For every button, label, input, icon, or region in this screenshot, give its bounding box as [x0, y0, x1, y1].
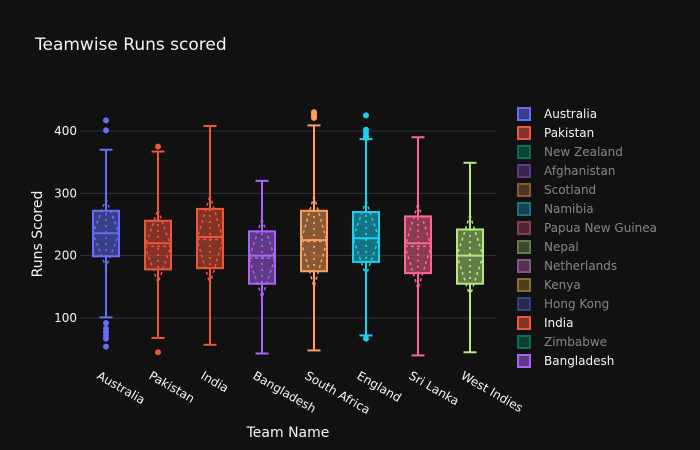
legend-item-nepal[interactable]: Nepal — [517, 240, 579, 254]
y-tick-label: 200 — [54, 249, 77, 263]
legend-item-pakistan[interactable]: Pakistan — [517, 126, 594, 140]
legend-item-hong-kong[interactable]: Hong Kong — [517, 297, 609, 311]
x-tick-label: West Indies — [459, 368, 526, 415]
legend-label: Hong Kong — [544, 297, 609, 311]
sd-diamond — [300, 193, 328, 290]
legend-item-zimbabwe[interactable]: Zimbabwe — [517, 335, 607, 349]
legend-label: Pakistan — [544, 126, 594, 140]
y-tick-label: 400 — [54, 124, 77, 138]
outlier-point[interactable] — [363, 335, 369, 342]
legend-label: Papua New Guinea — [544, 221, 657, 235]
outlier-point[interactable] — [103, 319, 109, 326]
legend-swatch — [517, 164, 531, 178]
legend-item-scotland[interactable]: Scotland — [517, 183, 596, 197]
outlier-point[interactable] — [363, 126, 369, 133]
legend-label: Namibia — [544, 202, 594, 216]
legend-label: Zimbabwe — [544, 335, 607, 349]
y-tick-label: 100 — [54, 311, 77, 325]
legend-label: New Zealand — [544, 145, 623, 159]
outlier-point[interactable] — [155, 349, 161, 356]
x-tick-label: India — [199, 368, 232, 395]
box-south-africa[interactable] — [300, 109, 328, 352]
outlier-point[interactable] — [363, 112, 369, 119]
legend-swatch — [517, 107, 531, 121]
box-body — [352, 211, 380, 263]
outlier-point[interactable] — [311, 109, 317, 116]
legend-swatch — [517, 221, 531, 235]
legend-item-kenya[interactable]: Kenya — [517, 278, 581, 292]
legend-item-papua-new-guinea[interactable]: Papua New Guinea — [517, 221, 657, 235]
legend-label: Afghanistan — [544, 164, 615, 178]
outlier-point[interactable] — [103, 325, 109, 332]
gridlines — [80, 130, 496, 319]
legend[interactable]: Australia Pakistan New Zealand Afghanistan S… — [517, 107, 657, 368]
y-axis-ticks: 100 200 300 400 — [54, 124, 77, 325]
legend-label: Scotland — [544, 183, 596, 197]
x-tick-label: Australia — [95, 368, 148, 407]
legend-label: Nepal — [544, 240, 579, 254]
legend-item-india[interactable]: India — [517, 316, 573, 330]
legend-item-namibia[interactable]: Namibia — [517, 202, 594, 216]
legend-item-netherlands[interactable]: Netherlands — [517, 259, 617, 273]
legend-swatch — [517, 259, 531, 273]
box-pakistan[interactable] — [144, 143, 172, 356]
legend-swatch — [517, 354, 531, 368]
outlier-point[interactable] — [155, 143, 161, 150]
box-england[interactable] — [352, 112, 380, 342]
x-tick-label: Sri Lanka — [407, 368, 462, 408]
legend-swatch — [517, 240, 531, 254]
chart-title: Teamwise Runs scored — [34, 35, 227, 55]
legend-swatch — [517, 335, 531, 349]
sd-diamond — [196, 192, 224, 287]
outlier-point[interactable] — [103, 127, 109, 134]
box-body — [144, 219, 172, 271]
legend-swatch — [517, 183, 531, 197]
legend-label: Bangladesh — [544, 354, 614, 368]
legend-label: Australia — [544, 107, 597, 121]
box-body — [196, 207, 224, 270]
legend-swatch — [517, 297, 531, 311]
y-axis-label: Runs Scored — [30, 191, 46, 278]
legend-item-afghanistan[interactable]: Afghanistan — [517, 164, 615, 178]
box-bangladesh[interactable] — [248, 179, 276, 355]
legend-label: India — [544, 316, 573, 330]
legend-item-australia[interactable]: Australia — [517, 107, 597, 121]
box-india[interactable] — [196, 125, 224, 346]
legend-swatch — [517, 278, 531, 292]
box-sri-lanka[interactable] — [404, 136, 432, 357]
outlier-point[interactable] — [103, 343, 109, 350]
sd-diamond — [144, 207, 172, 286]
legend-swatch — [517, 202, 531, 216]
x-axis-label: Team Name — [246, 425, 330, 441]
legend-swatch — [517, 126, 531, 140]
box-australia[interactable] — [92, 117, 120, 350]
legend-swatch — [517, 316, 531, 330]
outlier-point[interactable] — [103, 117, 109, 124]
plot-area — [92, 109, 484, 357]
legend-item-bangladesh[interactable]: Bangladesh — [517, 354, 614, 368]
legend-swatch — [517, 145, 531, 159]
legend-item-new-zealand[interactable]: New Zealand — [517, 145, 623, 159]
y-tick-label: 300 — [54, 186, 77, 200]
legend-label: Netherlands — [544, 259, 617, 273]
legend-label: Kenya — [544, 278, 581, 292]
x-tick-label: Pakistan — [147, 368, 198, 405]
box-west-indies[interactable] — [456, 161, 484, 354]
